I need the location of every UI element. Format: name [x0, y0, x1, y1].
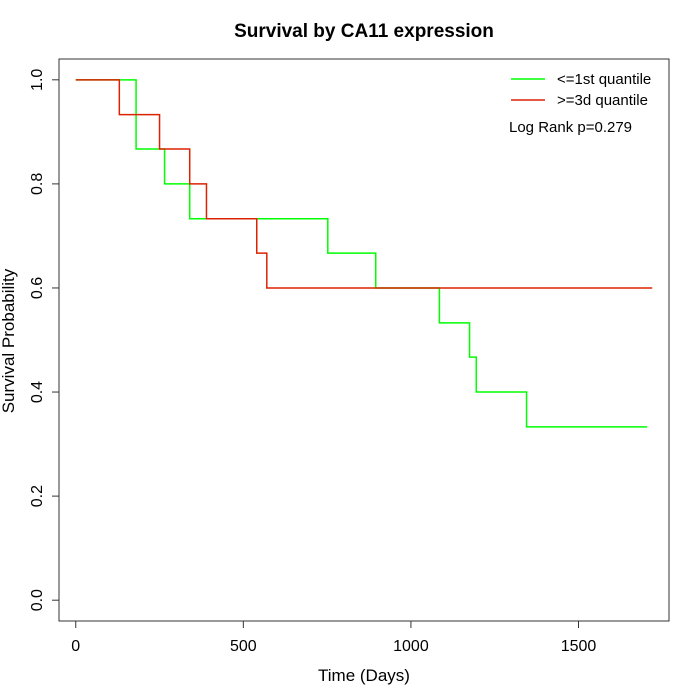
x-axis-title: Time (Days) [318, 666, 410, 685]
chart-title: Survival by CA11 expression [234, 21, 494, 42]
y-axis-title: Survival Probability [0, 268, 18, 413]
x-tick-label: 0 [71, 638, 80, 655]
legend-label-low: <=1st quantile [557, 71, 651, 88]
x-tick-label: 1000 [393, 638, 429, 655]
plot-frame [58, 58, 670, 622]
y-tick-label: 0.6 [29, 277, 46, 299]
survival-curve-high [75, 79, 653, 289]
x-axis: 0 500 1000 1500 [71, 620, 597, 655]
y-axis: 0.0 0.2 0.4 0.6 0.8 1.0 [29, 69, 60, 611]
legend: <=1st quantile >=3d quantile [511, 71, 651, 109]
y-tick-label: 0.8 [29, 173, 46, 195]
logrank-annotation: Log Rank p=0.279 [509, 119, 632, 136]
y-tick-label: 1.0 [29, 69, 46, 91]
x-tick-label: 1500 [561, 638, 597, 655]
survival-curve-low [75, 79, 648, 428]
y-tick-label: 0.2 [29, 485, 46, 507]
legend-label-high: >=3d quantile [557, 92, 648, 109]
series-layer [75, 79, 653, 428]
y-tick-label: 0.0 [29, 589, 46, 611]
x-tick-label: 500 [230, 638, 257, 655]
y-tick-label: 0.4 [29, 381, 46, 403]
